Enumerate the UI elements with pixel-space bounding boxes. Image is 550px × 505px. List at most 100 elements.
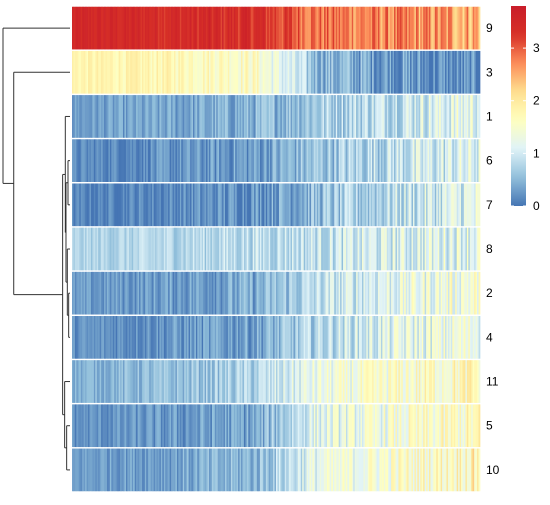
heatmap-cell	[166, 360, 169, 403]
heatmap-cell	[197, 6, 200, 50]
heatmap-cell	[150, 183, 153, 227]
heatmap-cell	[338, 360, 341, 403]
heatmap-cell	[95, 95, 98, 138]
heatmap-cell	[340, 6, 342, 50]
heatmap-cell	[90, 6, 93, 50]
heatmap-cell	[233, 95, 236, 138]
heatmap-cell	[147, 50, 150, 94]
heatmap-cell	[112, 50, 115, 94]
heatmap-cell	[232, 271, 235, 315]
heatmap-cell	[392, 227, 395, 271]
heatmap-cell	[402, 139, 405, 182]
heatmap-cell	[443, 50, 446, 94]
heatmap-cell	[239, 183, 242, 227]
heatmap-cell	[90, 404, 93, 448]
heatmap-cell	[383, 139, 386, 182]
heatmap-cell	[197, 95, 200, 138]
heatmap-cell	[293, 404, 296, 448]
heatmap-cell	[415, 271, 418, 315]
heatmap-cell	[155, 448, 157, 492]
heatmap-cell	[243, 50, 246, 94]
heatmap-cell	[127, 316, 130, 359]
heatmap-cell	[273, 227, 275, 271]
heatmap-cell	[248, 95, 251, 138]
heatmap-cell	[315, 95, 318, 138]
heatmap-cell	[395, 227, 398, 271]
heatmap-cell	[345, 271, 348, 315]
heatmap-cell	[85, 227, 87, 271]
heatmap-cell	[415, 6, 418, 50]
heatmap-cell	[227, 139, 230, 182]
heatmap-cell	[251, 316, 254, 359]
heatmap-cell	[150, 271, 153, 315]
heatmap-cell	[348, 6, 351, 50]
heatmap-cell	[207, 360, 210, 403]
heatmap-cell	[375, 183, 377, 227]
heatmap-cell	[109, 271, 112, 315]
heatmap-cell	[77, 50, 80, 94]
heatmap-cell	[321, 95, 323, 138]
heatmap-cell	[347, 139, 350, 182]
heatmap-cell	[264, 360, 267, 403]
heatmap-cell	[424, 50, 427, 94]
heatmap-cell	[265, 360, 268, 403]
heatmap-cell	[389, 271, 392, 315]
heatmap-cell	[299, 360, 302, 403]
heatmap-cell	[216, 227, 219, 271]
heatmap-cell	[115, 404, 118, 448]
heatmap-cell	[208, 448, 211, 492]
heatmap-cell	[434, 6, 437, 50]
heatmap-cell	[388, 404, 391, 448]
heatmap-cell	[93, 271, 96, 315]
heatmap-cell	[185, 316, 188, 359]
heatmap-cell	[410, 404, 412, 448]
heatmap-cell	[124, 448, 127, 492]
heatmap-cell	[453, 139, 456, 182]
heatmap-cell	[468, 271, 471, 315]
heatmap-cell	[331, 271, 334, 315]
heatmap-cell	[130, 139, 133, 182]
heatmap-cell	[281, 139, 284, 182]
heatmap-cell	[442, 227, 444, 271]
heatmap-cell	[424, 271, 427, 315]
heatmap-cell	[391, 360, 393, 403]
heatmap-cell	[305, 139, 307, 182]
heatmap-cell	[128, 95, 131, 138]
heatmap-cell	[239, 316, 242, 359]
heatmap-cell	[449, 95, 452, 138]
heatmap-cell	[431, 360, 434, 403]
heatmap-cell	[309, 271, 312, 315]
heatmap-cell	[141, 316, 144, 359]
heatmap-cell	[312, 95, 315, 138]
heatmap-cell	[163, 271, 166, 315]
heatmap-cell	[475, 227, 478, 271]
heatmap-cell	[178, 50, 181, 94]
heatmap-cell	[121, 95, 124, 138]
heatmap-cell	[108, 316, 111, 359]
heatmap-cell	[153, 404, 156, 448]
heatmap-cell	[136, 183, 138, 227]
heatmap-cell	[471, 316, 474, 359]
heatmap-cell	[405, 404, 408, 448]
heatmap-cell	[344, 95, 347, 138]
heatmap-cell	[227, 95, 230, 138]
heatmap-cell	[292, 227, 294, 271]
heatmap-cell	[351, 360, 354, 403]
heatmap-cell	[340, 183, 342, 227]
heatmap-cell	[401, 360, 404, 403]
heatmap-cell	[281, 271, 284, 315]
heatmap-cell	[264, 95, 267, 138]
heatmap-cell	[273, 139, 275, 182]
heatmap-cell	[120, 183, 122, 227]
heatmap-cell	[392, 6, 395, 50]
heatmap-cell	[421, 139, 424, 182]
heatmap-cell	[204, 227, 207, 271]
heatmap-cell	[248, 139, 251, 182]
heatmap-cell	[477, 95, 479, 138]
heatmap-cell	[82, 227, 85, 271]
heatmap-cell	[190, 448, 192, 492]
heatmap-cell	[453, 404, 456, 448]
heatmap-cell	[401, 95, 404, 138]
heatmap-cell	[72, 50, 74, 94]
heatmap-cell	[216, 360, 219, 403]
